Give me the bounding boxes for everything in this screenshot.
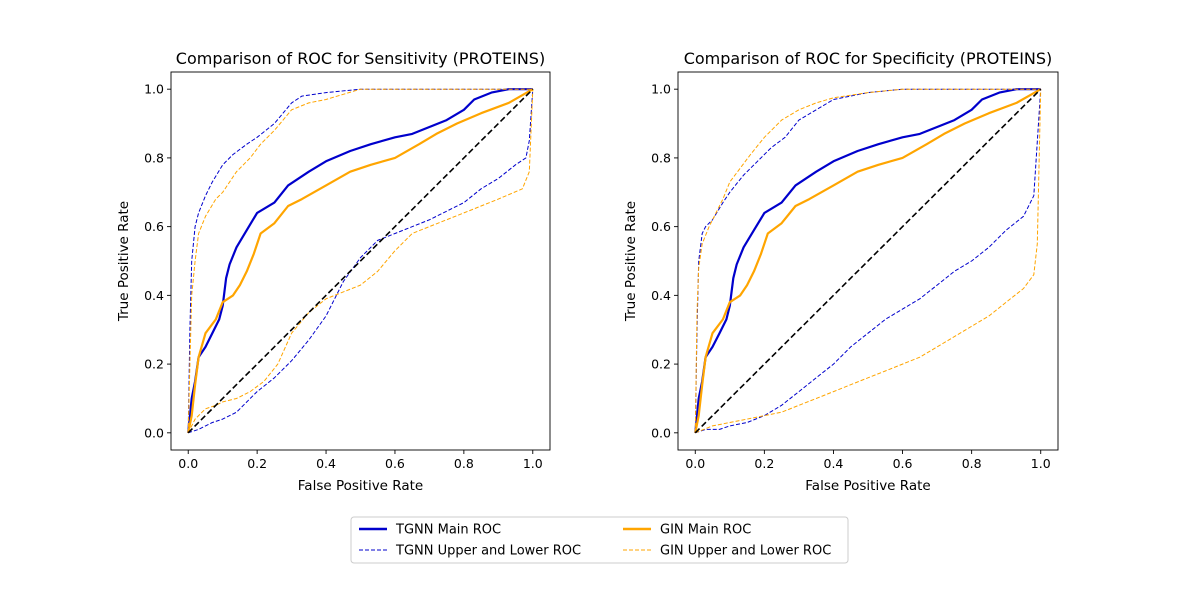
- tgnn-main-roc-line: [187, 88, 533, 433]
- x-axis-label: False Positive Rate: [805, 478, 930, 494]
- specificity-roc-panel: Comparison of ROC for Specificity (PROTE…: [623, 49, 1059, 494]
- tgnn-main-roc-line: [694, 88, 1041, 433]
- y-tick-label: 1.0: [651, 82, 671, 97]
- y-axis-label: True Positive Rate: [116, 201, 132, 322]
- tgnn-main-roc-legend-label: TGNN Main ROC: [395, 523, 501, 538]
- x-tick-label: 0.8: [962, 456, 982, 471]
- chart-title: Comparison of ROC for Sensitivity (PROTE…: [176, 49, 545, 68]
- x-tick-label: 1.0: [523, 456, 543, 471]
- y-tick-label: 0.4: [651, 288, 671, 303]
- gin-upper-and-lower-roc-legend-label: GIN Upper and Lower ROC: [660, 544, 831, 559]
- y-tick-label: 0.8: [144, 150, 164, 165]
- x-tick-label: 0.2: [247, 456, 267, 471]
- x-tick-label: 0.4: [824, 456, 844, 471]
- axes-frame: [677, 71, 1059, 451]
- gin-lower-roc-line: [695, 89, 1042, 434]
- y-tick-label: 0.0: [144, 425, 164, 440]
- y-tick-label: 0.2: [651, 357, 671, 372]
- y-tick-label: 0.8: [651, 150, 671, 165]
- x-tick-label: 0.6: [385, 456, 405, 471]
- y-tick-label: 0.0: [651, 425, 671, 440]
- x-tick-label: 1.0: [1031, 456, 1051, 471]
- x-tick-label: 0.4: [316, 456, 336, 471]
- y-tick-label: 0.6: [144, 219, 164, 234]
- legend: TGNN Main ROC GIN Main ROC TGNN Upper and …: [350, 516, 849, 564]
- x-axis-label: False Positive Rate: [298, 478, 423, 494]
- tgnn-lower-roc-line: [188, 89, 534, 434]
- gin-main-roc-line: [187, 88, 534, 434]
- tgnn-upper-roc-line: [694, 88, 1041, 433]
- x-tick-label: 0.0: [685, 456, 705, 471]
- y-tick-label: 0.6: [651, 219, 671, 234]
- y-axis-label: True Positive Rate: [623, 201, 639, 322]
- x-tick-label: 0.0: [178, 456, 198, 471]
- chance-line: [694, 88, 1042, 434]
- chance-line: [187, 88, 534, 434]
- gin-main-roc-legend-label: GIN Main ROC: [660, 523, 751, 538]
- x-tick-label: 0.8: [454, 456, 474, 471]
- series-group: [187, 88, 534, 434]
- axes-frame: [170, 71, 551, 451]
- legend-frame: [350, 516, 849, 564]
- tgnn-lower-roc-line: [695, 89, 1042, 434]
- y-tick-label: 0.2: [144, 357, 164, 372]
- sensitivity-roc-panel: Comparison of ROC for Sensitivity (PROTE…: [116, 49, 551, 494]
- gin-main-roc-line: [694, 88, 1042, 434]
- series-group: [694, 88, 1042, 434]
- chart-title: Comparison of ROC for Specificity (PROTE…: [684, 49, 1053, 68]
- tgnn-upper-and-lower-roc-legend-label: TGNN Upper and Lower ROC: [395, 544, 581, 559]
- y-tick-label: 0.4: [144, 288, 164, 303]
- gin-upper-roc-line: [694, 88, 1041, 433]
- gin-upper-roc-line: [187, 88, 533, 433]
- gin-lower-roc-line: [187, 89, 534, 434]
- x-tick-label: 0.6: [893, 456, 913, 471]
- y-tick-label: 1.0: [144, 82, 164, 97]
- x-tick-label: 0.2: [754, 456, 774, 471]
